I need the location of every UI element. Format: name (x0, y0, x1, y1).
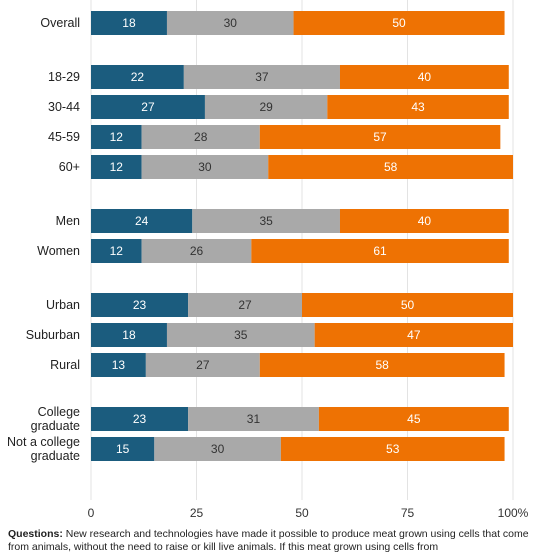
data-label: 23 (133, 412, 147, 426)
bar-segment (91, 65, 184, 89)
x-tick-label: 25 (190, 506, 204, 520)
data-label: 27 (238, 298, 252, 312)
category-label: graduate (31, 449, 80, 463)
bar-segment (166, 11, 294, 35)
data-label: 26 (190, 244, 204, 258)
data-label: 12 (110, 160, 124, 174)
x-tick-label: 100% (498, 506, 529, 520)
data-label: 37 (255, 70, 269, 84)
data-label: 31 (247, 412, 261, 426)
bar-segment (188, 293, 302, 317)
x-tick-label: 50 (295, 506, 309, 520)
bar-segment (91, 239, 142, 263)
data-label: 50 (401, 298, 415, 312)
bar-segment (154, 437, 281, 461)
data-label: 18 (122, 16, 136, 30)
data-label: 47 (407, 328, 421, 342)
data-label: 53 (386, 442, 400, 456)
bar-segment (327, 95, 509, 119)
category-label: 18-29 (48, 70, 80, 84)
bar-segment (91, 125, 142, 149)
bar-segment (259, 125, 501, 149)
data-label: 50 (392, 16, 406, 30)
data-label: 57 (373, 130, 387, 144)
category-label: Overall (40, 16, 80, 30)
bar-segment (91, 437, 155, 461)
data-label: 13 (112, 358, 126, 372)
data-label: 12 (110, 244, 124, 258)
data-label: 22 (131, 70, 145, 84)
bar-segment (204, 95, 328, 119)
data-label: 28 (194, 130, 208, 144)
data-label: 40 (418, 214, 432, 228)
category-label: 30-44 (48, 100, 80, 114)
bar-segment (188, 407, 319, 431)
category-label: Men (56, 214, 80, 228)
data-label: 61 (373, 244, 387, 258)
category-label: College (38, 405, 80, 419)
data-label: 23 (133, 298, 147, 312)
x-tick-label: 75 (401, 506, 415, 520)
data-label: 30 (224, 16, 238, 30)
bar-segment (293, 11, 505, 35)
data-label: 15 (116, 442, 130, 456)
bar-segment (91, 155, 142, 179)
bar-segment (192, 209, 340, 233)
category-label: graduate (31, 419, 80, 433)
bar-segment (268, 155, 513, 179)
bar-segment (280, 437, 505, 461)
data-label: 30 (198, 160, 212, 174)
data-label: 12 (110, 130, 124, 144)
bar-segment (91, 407, 189, 431)
bar-segment (91, 11, 167, 35)
category-label: 60+ (59, 160, 80, 174)
data-label: 45 (407, 412, 421, 426)
bar-segment (302, 293, 513, 317)
data-label: 58 (376, 358, 390, 372)
data-label: 58 (384, 160, 398, 174)
category-label: Women (37, 244, 80, 258)
data-label: 18 (122, 328, 136, 342)
category-label: Rural (50, 358, 80, 372)
bar-segment (145, 353, 260, 377)
bar-segment (91, 95, 205, 119)
bar-segment (141, 239, 252, 263)
data-label: 27 (196, 358, 210, 372)
category-label: Suburban (26, 328, 80, 342)
footnote: Questions: New research and technologies… (8, 528, 548, 554)
data-label: 40 (418, 70, 432, 84)
bar-segment (339, 65, 509, 89)
category-label: 45-59 (48, 130, 80, 144)
footnote-label: Questions: (8, 528, 63, 540)
bar-segment (251, 239, 509, 263)
bar-segment (91, 293, 189, 317)
bar-segment (314, 323, 513, 347)
stacked-bar-chart: 0 25 50 75 100% Overall 18 30 50 18-29 22 37 40 30-44… (7, 0, 529, 520)
bar-segment (339, 209, 509, 233)
x-tick-label: 0 (88, 506, 95, 520)
bar-segment (91, 323, 167, 347)
bar-segment (141, 125, 260, 149)
footnote-text: New research and technologies have made … (8, 528, 529, 553)
bar-segment (183, 65, 340, 89)
category-label: Not a college (7, 435, 80, 449)
data-label: 29 (259, 100, 273, 114)
bar-segment (166, 323, 315, 347)
bar-segment (91, 209, 193, 233)
bar-segment (91, 353, 146, 377)
bar-segment (259, 353, 505, 377)
category-label: Urban (46, 298, 80, 312)
data-label: 27 (141, 100, 155, 114)
data-label: 35 (234, 328, 248, 342)
bar-segment (141, 155, 269, 179)
bar-segment (318, 407, 509, 431)
data-label: 43 (411, 100, 425, 114)
data-label: 24 (135, 214, 149, 228)
data-label: 35 (259, 214, 273, 228)
data-label: 30 (211, 442, 225, 456)
